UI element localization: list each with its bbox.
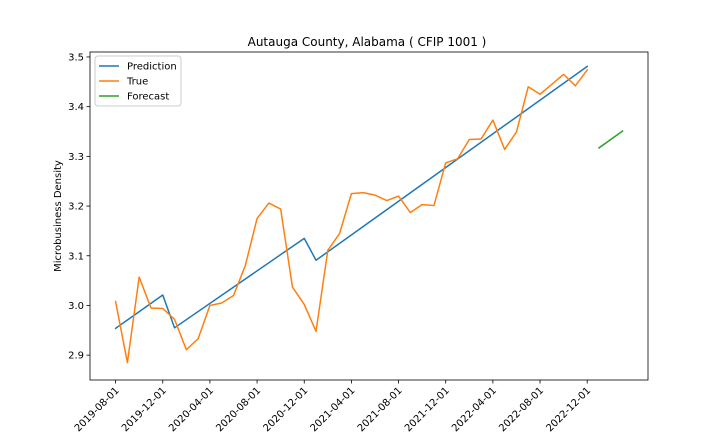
y-tick-label: 3.1 [68,251,84,262]
series-line-forecast [597,129,624,149]
plot-area [114,65,624,364]
y-axis-label: Microbusiness Density [53,160,64,272]
y-tick-label: 3.4 [68,102,84,113]
legend-label-forecast: Forecast [127,92,169,103]
legend-label-prediction: Prediction [127,62,177,73]
y-tick-label: 3.0 [68,301,84,312]
chart-title: Autauga County, Alabama ( CFIP 1001 ) [248,35,487,49]
y-tick-label: 3.3 [68,152,84,163]
legend-box [94,55,182,107]
y-tick-label: 3.5 [68,52,84,63]
y-tick-label: 2.9 [68,351,84,362]
series-line-true [114,68,589,364]
legend: Prediction True Forecast [94,55,182,107]
plot-frame [89,51,649,381]
series-line-prediction [114,65,589,330]
legend-label-true: True [126,77,148,88]
y-tick-label: 3.2 [68,202,84,213]
